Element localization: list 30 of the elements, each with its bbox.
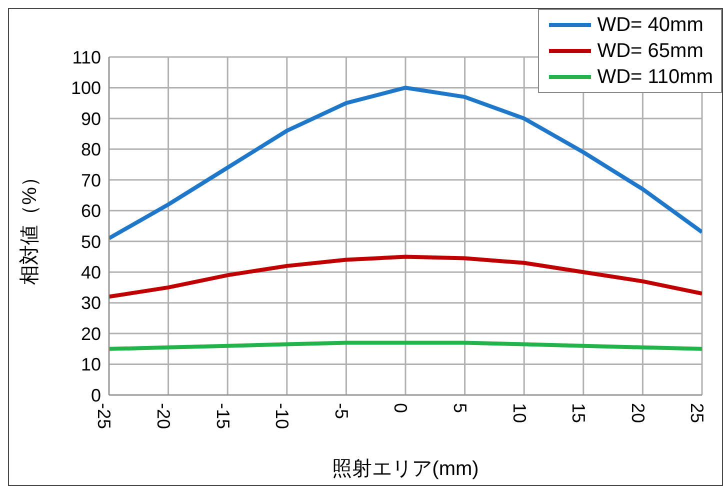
x-tick-label: 25 (687, 403, 708, 424)
y-tick-label: 20 (80, 324, 101, 344)
y-tick-label: 60 (80, 201, 101, 222)
y-tick-label: 90 (80, 108, 101, 129)
x-axis-title: 照射エリア(mm) (332, 458, 479, 480)
legend-label: WD= 110mm (597, 66, 713, 88)
x-tick-label: -5 (331, 403, 352, 420)
y-tick-label: 50 (80, 232, 101, 252)
y-tick-label: 40 (80, 262, 101, 282)
y-tick-label: 100 (70, 78, 101, 98)
x-tick-label: 5 (450, 403, 470, 414)
line-series (109, 86, 702, 240)
legend-label: WD= 40mm (597, 14, 704, 36)
x-tick-label: -15 (212, 403, 233, 430)
x-tick-label: -10 (272, 403, 292, 430)
x-tick-label: 20 (628, 403, 648, 424)
line-series (109, 254, 702, 299)
x-tick-label: 15 (568, 403, 589, 424)
y-tick-label: 80 (80, 140, 101, 160)
line-series (109, 340, 702, 351)
x-tick-label: 10 (509, 403, 530, 424)
y-tick-label: 10 (80, 354, 101, 375)
y-tick-label: 110 (72, 47, 101, 68)
legend-label: WD= 65mm (597, 40, 704, 62)
y-axis-title: 相対値（%） (19, 167, 42, 285)
y-tick-label: 70 (80, 170, 101, 190)
x-tick-label: -25 (94, 403, 114, 430)
x-tick-label: -20 (154, 403, 174, 430)
y-tick-label: 30 (80, 293, 101, 314)
x-tick-label: 0 (390, 403, 411, 414)
